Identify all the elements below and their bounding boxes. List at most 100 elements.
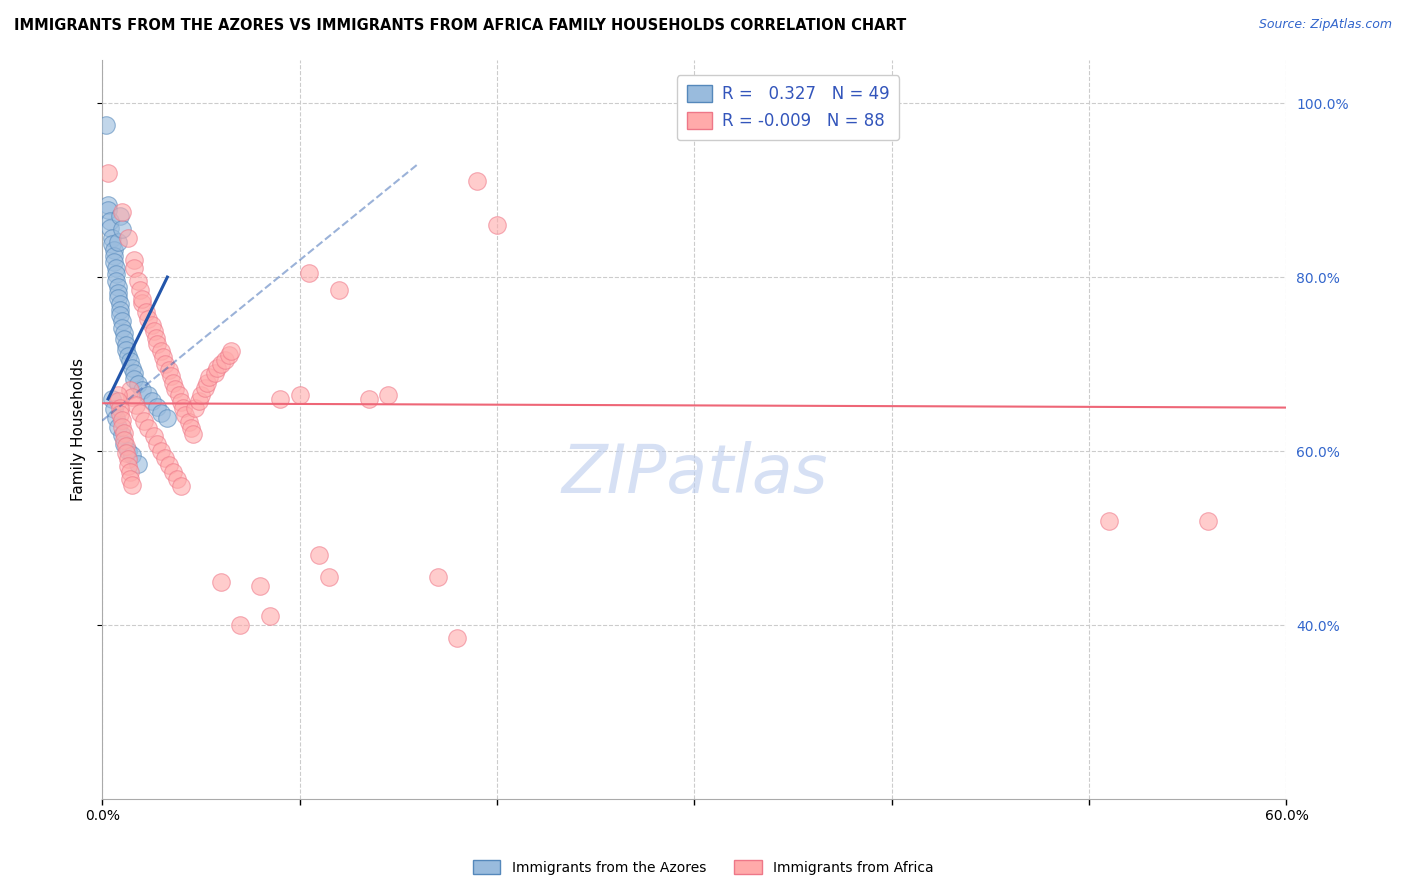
- Point: [101, 392, 124, 406]
- Text: ZIPatlas: ZIPatlas: [561, 441, 828, 507]
- Point: [172, 401, 194, 416]
- Point: [195, 376, 218, 391]
- Point: [308, 549, 330, 563]
- Point: [181, 426, 204, 441]
- Point: [121, 390, 143, 404]
- Point: [157, 458, 180, 472]
- Point: [485, 218, 508, 232]
- Point: [170, 395, 193, 409]
- Point: [122, 261, 145, 276]
- Point: [156, 411, 179, 425]
- Point: [180, 420, 202, 434]
- Point: [107, 419, 129, 434]
- Point: [214, 352, 236, 367]
- Point: [205, 361, 228, 376]
- Point: [108, 309, 131, 323]
- Point: [117, 444, 139, 458]
- Point: [229, 618, 252, 632]
- Point: [107, 285, 129, 300]
- Point: [112, 332, 135, 346]
- Point: [112, 437, 135, 451]
- Point: [142, 429, 165, 443]
- Point: [298, 266, 321, 280]
- Point: [115, 446, 138, 460]
- Point: [142, 324, 165, 338]
- Point: [187, 393, 209, 408]
- Point: [1098, 514, 1121, 528]
- Point: [122, 252, 145, 267]
- Point: [111, 419, 134, 434]
- Point: [150, 406, 173, 420]
- Point: [269, 392, 291, 406]
- Point: [105, 268, 128, 282]
- Text: Source: ZipAtlas.com: Source: ZipAtlas.com: [1258, 18, 1392, 31]
- Point: [190, 387, 212, 401]
- Point: [128, 283, 150, 297]
- Point: [97, 198, 120, 212]
- Point: [111, 413, 134, 427]
- Point: [115, 338, 138, 352]
- Point: [219, 344, 242, 359]
- Point: [101, 231, 124, 245]
- Point: [108, 303, 131, 318]
- Point: [96, 118, 118, 132]
- Point: [166, 472, 188, 486]
- Point: [249, 579, 271, 593]
- Point: [145, 331, 167, 345]
- Point: [150, 344, 173, 359]
- Point: [160, 369, 183, 384]
- Point: [127, 377, 149, 392]
- Point: [103, 243, 125, 257]
- Point: [108, 407, 131, 421]
- Point: [218, 348, 240, 362]
- Point: [115, 343, 138, 358]
- Point: [131, 296, 153, 310]
- Point: [259, 609, 281, 624]
- Point: [127, 457, 149, 471]
- Point: [111, 320, 134, 334]
- Point: [111, 428, 134, 442]
- Point: [121, 360, 143, 375]
- Point: [198, 370, 221, 384]
- Point: [141, 318, 163, 332]
- Point: [184, 401, 207, 415]
- Point: [177, 415, 200, 429]
- Point: [167, 388, 190, 402]
- Point: [111, 204, 134, 219]
- Point: [136, 421, 159, 435]
- Point: [135, 305, 157, 319]
- Point: [446, 631, 468, 645]
- Point: [115, 439, 138, 453]
- Y-axis label: Family Households: Family Households: [72, 358, 86, 500]
- Point: [146, 400, 169, 414]
- Point: [209, 574, 232, 589]
- Point: [103, 249, 125, 263]
- Text: IMMIGRANTS FROM THE AZORES VS IMMIGRANTS FROM AFRICA FAMILY HOUSEHOLDS CORRELATI: IMMIGRANTS FROM THE AZORES VS IMMIGRANTS…: [14, 18, 907, 33]
- Point: [125, 398, 148, 412]
- Point: [136, 388, 159, 402]
- Point: [204, 366, 226, 380]
- Point: [107, 291, 129, 305]
- Point: [112, 326, 135, 340]
- Point: [118, 354, 141, 368]
- Point: [146, 337, 169, 351]
- Point: [107, 387, 129, 401]
- Point: [165, 382, 187, 396]
- Point: [105, 274, 128, 288]
- Point: [127, 275, 149, 289]
- Point: [357, 392, 380, 406]
- Point: [103, 255, 125, 269]
- Point: [118, 472, 141, 486]
- Point: [112, 425, 135, 440]
- Point: [1197, 514, 1219, 528]
- Point: [108, 401, 131, 415]
- Point: [121, 449, 143, 463]
- Point: [118, 465, 141, 479]
- Point: [328, 283, 350, 297]
- Point: [170, 479, 193, 493]
- Point: [117, 231, 139, 245]
- Point: [155, 450, 177, 465]
- Point: [136, 311, 159, 326]
- Point: [97, 166, 120, 180]
- Point: [131, 383, 153, 397]
